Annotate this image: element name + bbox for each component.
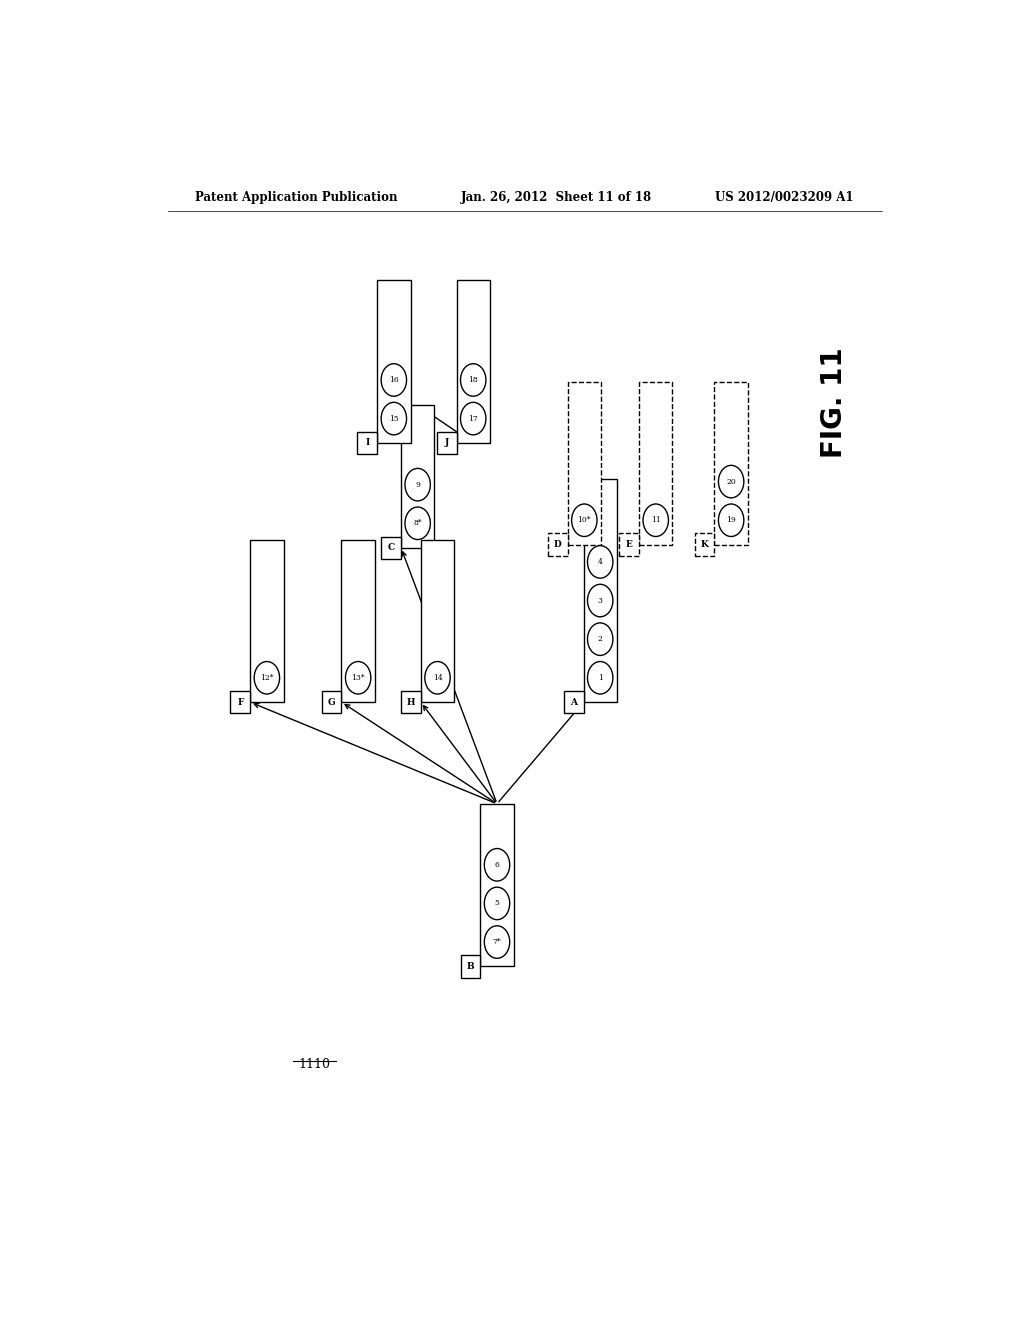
- Bar: [381, 536, 401, 558]
- Text: G: G: [328, 698, 336, 706]
- Text: A: A: [570, 698, 578, 706]
- Circle shape: [381, 403, 407, 434]
- Text: FIG. 11: FIG. 11: [820, 347, 848, 458]
- Circle shape: [254, 661, 280, 694]
- Bar: [421, 540, 455, 702]
- Text: 8*: 8*: [414, 519, 422, 527]
- Bar: [357, 432, 377, 454]
- Text: F: F: [238, 698, 244, 706]
- Bar: [401, 405, 434, 548]
- Circle shape: [381, 364, 407, 396]
- Circle shape: [484, 925, 510, 958]
- Bar: [620, 533, 639, 556]
- Circle shape: [588, 545, 613, 578]
- Bar: [461, 956, 480, 978]
- Circle shape: [484, 887, 510, 920]
- Bar: [436, 432, 457, 454]
- Text: 17: 17: [468, 414, 478, 422]
- Text: 18: 18: [468, 376, 478, 384]
- Text: J: J: [444, 438, 449, 447]
- Bar: [457, 280, 489, 444]
- Bar: [377, 280, 411, 444]
- Bar: [563, 690, 584, 713]
- Bar: [715, 381, 748, 545]
- Text: 4: 4: [598, 558, 603, 566]
- Circle shape: [461, 403, 486, 434]
- Circle shape: [484, 849, 510, 880]
- Text: 16: 16: [389, 376, 398, 384]
- Bar: [480, 804, 514, 966]
- Text: D: D: [554, 540, 561, 549]
- Text: 12*: 12*: [260, 673, 273, 682]
- Text: K: K: [700, 540, 709, 549]
- Text: US 2012/0023209 A1: US 2012/0023209 A1: [715, 190, 854, 203]
- Bar: [548, 533, 567, 556]
- Text: Patent Application Publication: Patent Application Publication: [196, 190, 398, 203]
- Circle shape: [404, 507, 430, 540]
- Bar: [584, 479, 616, 702]
- Circle shape: [404, 469, 430, 500]
- Bar: [322, 690, 341, 713]
- Text: 11: 11: [651, 516, 660, 524]
- Circle shape: [588, 585, 613, 616]
- Text: 14: 14: [432, 673, 442, 682]
- Text: 19: 19: [726, 516, 736, 524]
- Circle shape: [643, 504, 669, 536]
- Bar: [401, 690, 421, 713]
- Text: 20: 20: [726, 478, 736, 486]
- Text: 2: 2: [598, 635, 603, 643]
- Text: 1110: 1110: [299, 1057, 331, 1071]
- Text: 5: 5: [495, 899, 500, 907]
- Text: B: B: [467, 962, 474, 972]
- Text: 7*: 7*: [493, 939, 502, 946]
- Circle shape: [588, 661, 613, 694]
- Text: 15: 15: [389, 414, 398, 422]
- Text: Jan. 26, 2012  Sheet 11 of 18: Jan. 26, 2012 Sheet 11 of 18: [461, 190, 652, 203]
- Circle shape: [719, 504, 743, 536]
- Text: 3: 3: [598, 597, 603, 605]
- Text: 10*: 10*: [578, 516, 591, 524]
- Circle shape: [425, 661, 451, 694]
- Text: 13*: 13*: [351, 673, 365, 682]
- Bar: [567, 381, 601, 545]
- Bar: [639, 381, 673, 545]
- Text: 6: 6: [495, 861, 500, 869]
- Circle shape: [461, 364, 486, 396]
- Circle shape: [719, 466, 743, 498]
- Circle shape: [588, 623, 613, 656]
- Text: 9: 9: [415, 480, 420, 488]
- Text: E: E: [626, 540, 633, 549]
- Text: 1: 1: [598, 673, 603, 682]
- Text: H: H: [407, 698, 415, 706]
- Bar: [250, 540, 284, 702]
- Bar: [694, 533, 715, 556]
- Text: C: C: [387, 544, 394, 552]
- Bar: [230, 690, 250, 713]
- Text: I: I: [366, 438, 370, 447]
- Bar: [341, 540, 375, 702]
- Circle shape: [345, 661, 371, 694]
- Circle shape: [571, 504, 597, 536]
